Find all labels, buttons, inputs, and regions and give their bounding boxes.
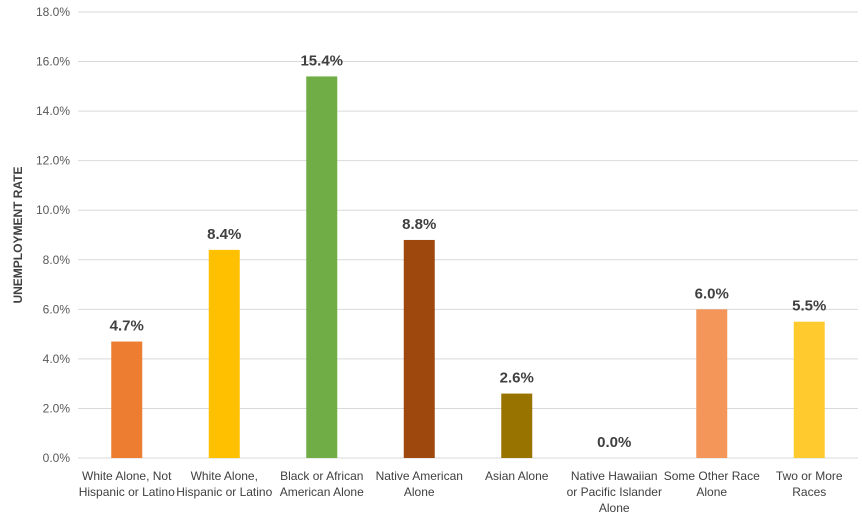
y-tick-label: 16.0%: [36, 55, 70, 69]
data-label: 0.0%: [597, 434, 631, 451]
bar: [306, 76, 338, 458]
bar: [403, 239, 435, 458]
data-label: 8.4%: [207, 226, 241, 243]
data-label: 2.6%: [500, 370, 534, 387]
x-category-label: Some Other Race Alone: [664, 469, 760, 499]
y-tick-label: 14.0%: [36, 104, 70, 118]
x-axis-categories: White Alone, Not Hispanic or LatinoWhite …: [79, 469, 843, 515]
y-tick-label: 4.0%: [43, 352, 71, 366]
bar: [696, 309, 728, 458]
y-tick-label: 12.0%: [36, 154, 70, 168]
y-tick-label: 6.0%: [43, 302, 71, 316]
y-axis-title: UNEMPLOYMENT RATE: [11, 166, 25, 303]
y-tick-label: 10.0%: [36, 203, 70, 217]
y-tick-label: 0.0%: [43, 451, 71, 465]
data-label: 4.7%: [110, 318, 144, 335]
data-labels: 4.7% 8.4% 15.4% 8.8% 2.6% 0.0% 6.0% 5.5%: [110, 52, 827, 451]
bar: [208, 249, 240, 458]
bar: [501, 393, 533, 458]
x-category-label: Native American Alone: [376, 469, 463, 499]
y-tick-label: 18.0%: [36, 5, 70, 19]
data-label: 5.5%: [792, 298, 826, 315]
x-category-label: Black or African American Alone: [280, 469, 364, 499]
bars: [111, 76, 825, 458]
gridlines: [78, 11, 858, 459]
y-tick-label: 8.0%: [43, 253, 71, 267]
bar: [111, 341, 143, 458]
bar: [793, 321, 825, 458]
x-category-label: White Alone, Not Hispanic or Latino: [79, 469, 175, 499]
y-axis-ticks: 0.0% 2.0% 4.0% 6.0% 8.0% 10.0% 12.0% 14.0% 16.0%…: [36, 5, 70, 465]
x-category-label: Native Hawaiian or Pacific Islander Alone: [567, 469, 662, 515]
x-category-label: Asian Alone: [485, 469, 549, 483]
data-label: 8.8%: [402, 216, 436, 233]
data-label: 6.0%: [695, 285, 729, 302]
y-tick-label: 2.0%: [43, 401, 71, 415]
x-category-label: White Alone, Hispanic or Latino: [176, 469, 272, 499]
data-label: 15.4%: [300, 52, 343, 69]
x-category-label: Two or More Races: [776, 469, 843, 499]
